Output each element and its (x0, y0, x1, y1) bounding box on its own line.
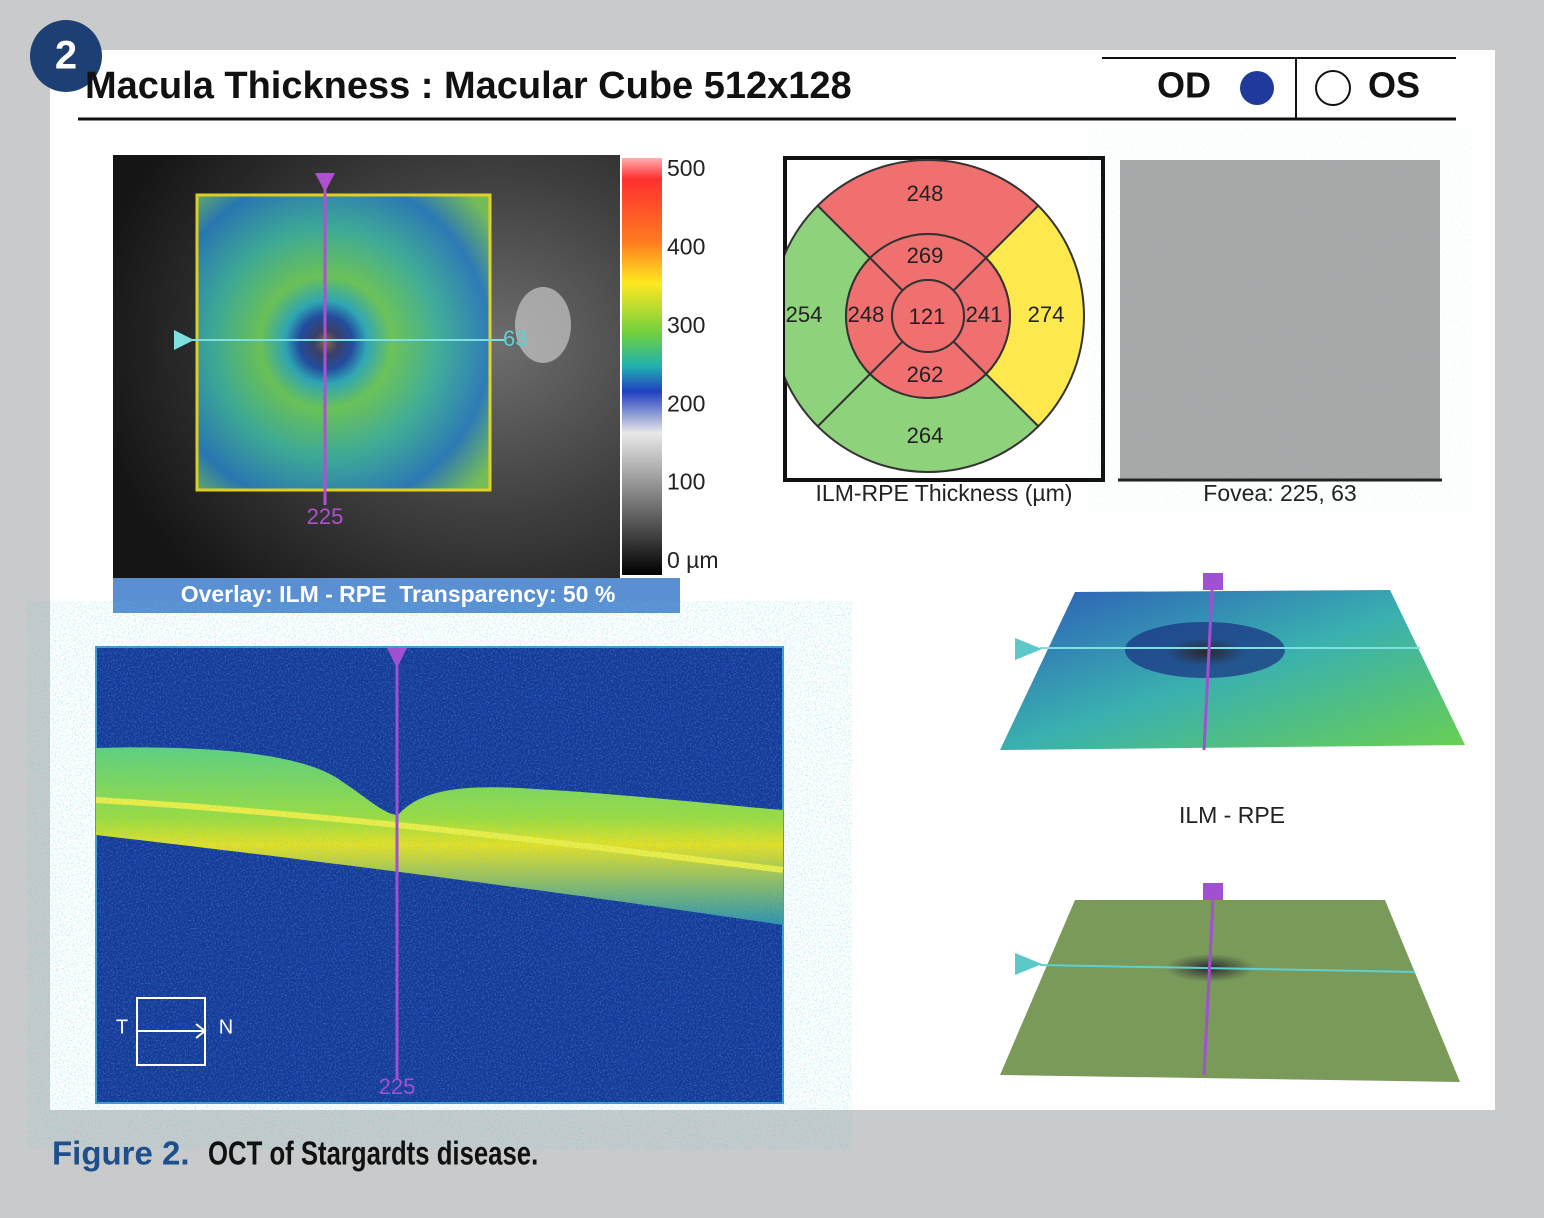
optic-disc (515, 287, 571, 363)
sector-value: 248 (907, 181, 944, 206)
ilm-scan-line (1039, 964, 1416, 973)
od-radio[interactable] (1240, 71, 1274, 105)
os-label: OS (1368, 65, 1420, 106)
temporal-label: T (116, 1016, 128, 1038)
vertical-marker-label: 225 (307, 504, 344, 529)
fovea-caption: Fovea: 225, 63 (1203, 480, 1356, 506)
colorbar-label: 200 (667, 390, 705, 416)
ilm-position-line (1202, 899, 1215, 1076)
vertical-marker (315, 173, 335, 192)
colorbar-label: 100 (667, 469, 705, 495)
sector-value: 241 (966, 302, 1003, 327)
badge (30, 20, 102, 92)
badge-number: 2 (55, 34, 77, 78)
colorbar-label: 300 (667, 312, 705, 338)
nasal-label: N (219, 1016, 233, 1038)
bscan-position-label: 225 (379, 1074, 416, 1099)
header-title: Macula Thickness : Macular Cube 512x128 (85, 65, 852, 107)
sector-value: 254 (786, 302, 823, 327)
surface-marker (1015, 638, 1042, 660)
map-center (891, 279, 965, 353)
overlay-caption: Overlay: ILM - RPE Transparency: 50 % (181, 581, 616, 607)
horizontal-marker-label: 63 (503, 326, 527, 351)
surface-label: ILM - RPE (1179, 802, 1285, 828)
colorbar-label: 400 (667, 233, 705, 259)
sector-value: 262 (907, 362, 944, 387)
colorbar-label: 0 µm (667, 547, 719, 573)
bscan-speckle (96, 647, 783, 1103)
ilm-surface (1000, 900, 1460, 1082)
thickness-overlay (195, 193, 492, 492)
od-label: OD (1157, 65, 1211, 106)
overlay-bar (113, 578, 680, 613)
fovea-texture (1120, 160, 1440, 480)
orientation-arrowhead (195, 1023, 207, 1039)
colorbar-label: 500 (667, 155, 705, 181)
figure-label: Figure 2. (52, 1135, 190, 1172)
sector-value: 274 (1028, 302, 1065, 327)
ilm-marker (1015, 953, 1042, 975)
surface-position-marker (1203, 573, 1223, 590)
surface-position-line (1202, 589, 1214, 751)
sector-value: 248 (848, 302, 885, 327)
sector-value: 121 (909, 304, 946, 329)
sector-value: 269 (907, 243, 944, 268)
map-caption: ILM-RPE Thickness (µm) (816, 480, 1073, 506)
bscan-position-marker (387, 648, 407, 668)
sector-value: 264 (907, 423, 944, 448)
horizontal-marker (174, 330, 194, 350)
colorbar (622, 158, 662, 575)
ilm-position-marker (1203, 883, 1223, 900)
figure-text: OCT of Stargardts disease. (208, 1136, 538, 1173)
surface-pit (1165, 638, 1245, 666)
os-radio[interactable] (1315, 70, 1351, 106)
